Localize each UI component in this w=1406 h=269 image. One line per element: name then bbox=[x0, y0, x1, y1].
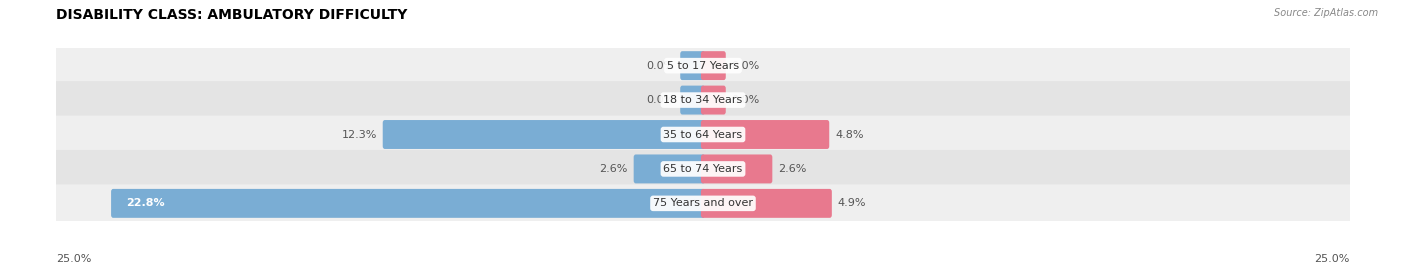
FancyBboxPatch shape bbox=[702, 86, 725, 115]
Text: 18 to 34 Years: 18 to 34 Years bbox=[664, 95, 742, 105]
FancyBboxPatch shape bbox=[55, 81, 1351, 119]
Text: 0.0%: 0.0% bbox=[731, 61, 759, 71]
Text: 0.0%: 0.0% bbox=[731, 95, 759, 105]
FancyBboxPatch shape bbox=[111, 189, 704, 218]
FancyBboxPatch shape bbox=[681, 86, 704, 115]
Text: 25.0%: 25.0% bbox=[56, 254, 91, 264]
Text: 0.0%: 0.0% bbox=[647, 95, 675, 105]
Text: 22.8%: 22.8% bbox=[127, 198, 165, 208]
FancyBboxPatch shape bbox=[55, 47, 1351, 84]
Text: 65 to 74 Years: 65 to 74 Years bbox=[664, 164, 742, 174]
FancyBboxPatch shape bbox=[55, 150, 1351, 188]
Text: Source: ZipAtlas.com: Source: ZipAtlas.com bbox=[1274, 8, 1378, 18]
Text: 4.9%: 4.9% bbox=[838, 198, 866, 208]
Text: DISABILITY CLASS: AMBULATORY DIFFICULTY: DISABILITY CLASS: AMBULATORY DIFFICULTY bbox=[56, 8, 408, 22]
Text: 2.6%: 2.6% bbox=[599, 164, 628, 174]
Text: 5 to 17 Years: 5 to 17 Years bbox=[666, 61, 740, 71]
FancyBboxPatch shape bbox=[702, 51, 725, 80]
FancyBboxPatch shape bbox=[55, 185, 1351, 222]
Text: 2.6%: 2.6% bbox=[778, 164, 807, 174]
Text: 4.8%: 4.8% bbox=[835, 129, 863, 140]
FancyBboxPatch shape bbox=[702, 189, 832, 218]
FancyBboxPatch shape bbox=[55, 116, 1351, 153]
FancyBboxPatch shape bbox=[702, 120, 830, 149]
FancyBboxPatch shape bbox=[634, 154, 704, 183]
Text: 75 Years and over: 75 Years and over bbox=[652, 198, 754, 208]
Text: 25.0%: 25.0% bbox=[1315, 254, 1350, 264]
Text: 35 to 64 Years: 35 to 64 Years bbox=[664, 129, 742, 140]
Text: 0.0%: 0.0% bbox=[647, 61, 675, 71]
FancyBboxPatch shape bbox=[681, 51, 704, 80]
Text: 12.3%: 12.3% bbox=[342, 129, 377, 140]
FancyBboxPatch shape bbox=[382, 120, 704, 149]
FancyBboxPatch shape bbox=[702, 154, 772, 183]
